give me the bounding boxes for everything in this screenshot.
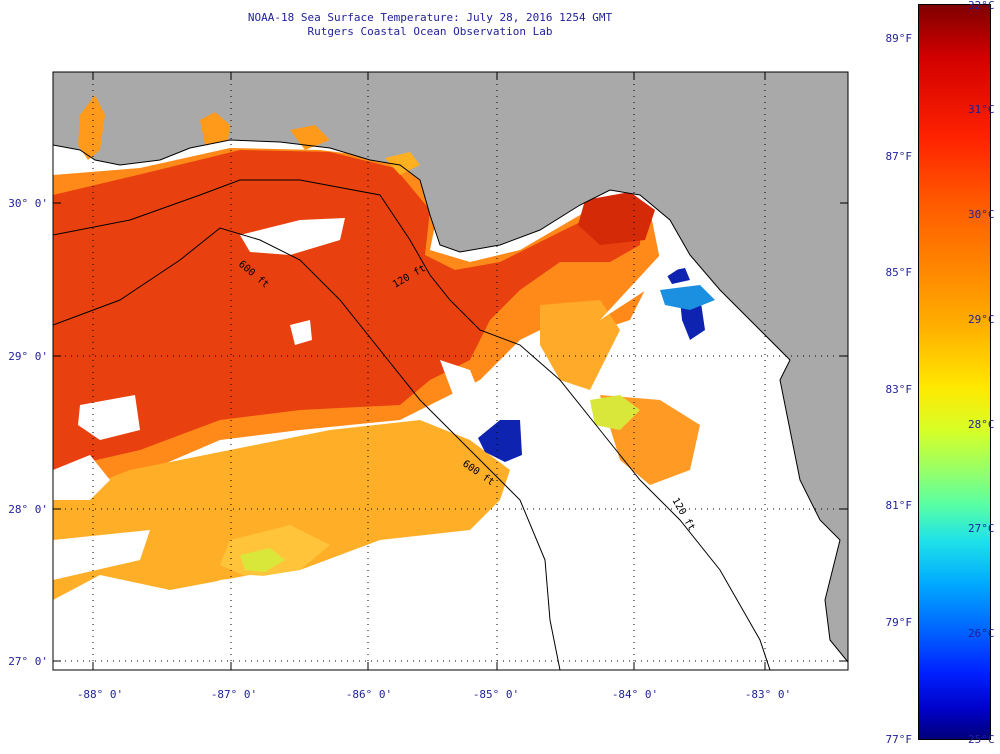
temperature-colorbar [918,4,991,740]
cloud-patch-2 [78,395,140,440]
lon-label-84: -84° 0' [611,688,659,701]
colorbar-f-89: 89°F [885,32,913,45]
map-frame [52,71,849,671]
graticule [53,72,848,670]
contour-600ft [53,227,561,670]
colorbar-c-25: 25°C [968,733,995,746]
cloud-patch-3 [53,455,110,500]
map-subtitle: Rutgers Coastal Ocean Observation Lab [307,25,553,38]
pensacola-bay-warm [200,112,230,145]
colorbar-f-77: 77°F [885,733,913,746]
cloud-patch-5 [53,540,848,670]
lon-label-86: -86° 0' [345,688,393,701]
colorbar-f-85: 85°F [885,266,913,279]
colorbar-c-29: 29°C [968,313,995,326]
choctaw-bay-warm [290,125,330,150]
sst-mild-region [53,420,510,615]
colorbar-c-30: 30°C [968,208,995,221]
lon-label-88: -88° 0' [76,688,124,701]
colorbar-c-28: 28°C [968,418,995,431]
lat-label-27: 27° 0' [8,655,48,668]
sst-cold-patch-bigbend [478,420,522,462]
colorbar-f-79: 79°F [885,616,913,629]
cloud-patch-6 [440,360,480,400]
colorbar-f-81: 81°F [885,499,913,512]
mobile-bay-warm [78,95,105,160]
sst-cool-patch-2 [240,548,285,572]
colorbar-c-32: 32°C [968,0,995,12]
lat-label-28: 28° 0' [8,503,48,516]
colorbar-f-83: 83°F [885,383,913,396]
cloud-patch-7 [290,320,312,345]
colorbar-f-87: 87°F [885,150,913,163]
coastline [53,139,848,663]
sst-cool-cyan-patch [660,285,715,310]
apalachee-bay-warm [385,152,420,175]
map-title: NOAA-18 Sea Surface Temperature: July 28… [247,11,613,24]
sst-mild-patch-mid [540,300,620,390]
colorbar-c-31: 31°C [968,103,995,116]
lon-label-87: -87° 0' [210,688,258,701]
sst-hottest-spot [578,192,655,245]
frame-ticks [53,72,848,670]
cloud-patch-1 [240,218,345,255]
lat-label-29: 29° 0' [8,350,48,363]
cloud-patch-4 [53,530,150,580]
land-gulf-coast [53,72,848,662]
lon-label-83: -83° 0' [744,688,792,701]
lat-label-30: 30° 0' [8,197,48,210]
colorbar-c-26: 26°C [968,627,995,640]
sst-hot-region [53,150,640,470]
lon-label-85: -85° 0' [472,688,520,701]
sst-cool-patch [590,395,640,430]
colorbar-c-27: 27°C [968,522,995,535]
contour-120ft [53,179,771,670]
